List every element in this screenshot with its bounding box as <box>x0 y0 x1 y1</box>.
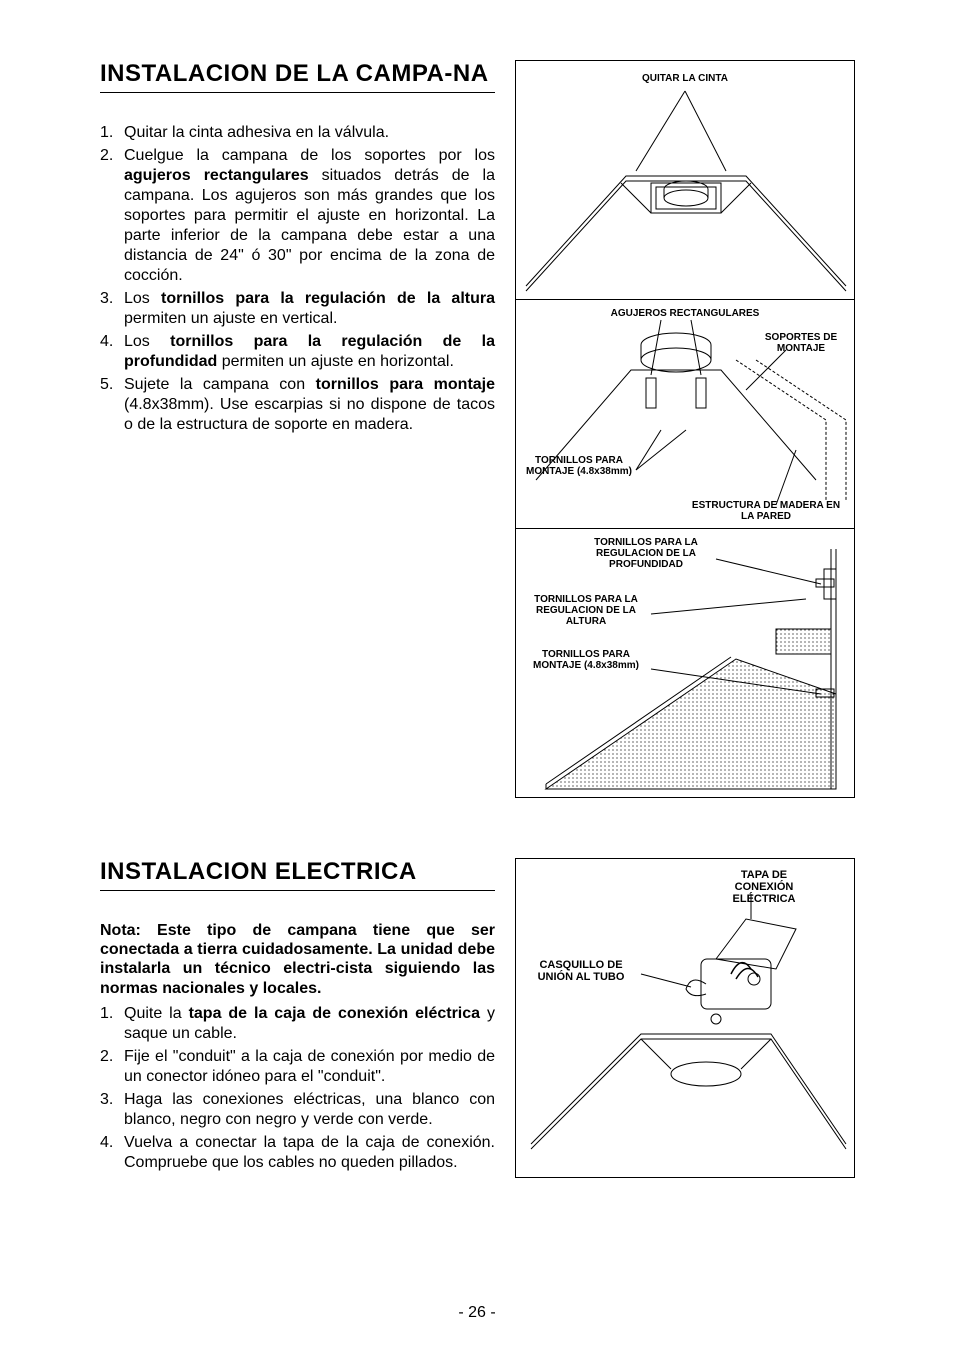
list-item: Los tornillos para la regulación de la a… <box>100 289 495 329</box>
diagram-label: TAPA DE CONEXIÓN ELÉCTRICA <box>714 869 814 905</box>
page-number: - 26 - <box>458 1304 495 1322</box>
list-item: Haga las conexiones eléctricas, una blan… <box>100 1090 495 1130</box>
section1-heading: INSTALACION DE LA CAMPA-NA <box>100 60 495 93</box>
section1-list: Quitar la cinta adhesiva en la válvula. … <box>100 123 495 435</box>
diagram-label: TORNILLOS PARA MONTAJE (4.8x38mm) <box>524 455 634 477</box>
diagram-label: ESTRUCTURA DE MADERA EN LA PARED <box>686 500 846 522</box>
hood-electric-icon <box>516 859 854 1177</box>
section2-text: INSTALACION ELECTRICA Nota: Este tipo de… <box>100 858 495 1178</box>
list-item: Quitar la cinta adhesiva en la válvula. <box>100 123 495 143</box>
diagram-electrica: TAPA DE CONEXIÓN ELÉCTRICA CASQUILLO DE … <box>515 858 855 1178</box>
diagram-quitar-cinta: QUITAR LA CINTA <box>515 60 855 300</box>
diagram-label: AGUJEROS RECTANGULARES <box>516 308 854 319</box>
section2-list: Quite la tapa de la caja de conexión elé… <box>100 1004 495 1173</box>
diagram-label: TORNILLOS PARA LA REGULACION DE LA ALTUR… <box>526 594 646 627</box>
list-item: Quite la tapa de la caja de conexión elé… <box>100 1004 495 1044</box>
diagram-agujeros: AGUJEROS RECTANGULARES SOPORTES DE MONTA… <box>515 299 855 529</box>
list-item: Fije el "conduit" a la caja de conexión … <box>100 1047 495 1087</box>
list-item: Los tornillos para la regulación de la p… <box>100 332 495 372</box>
diagram-label: TORNILLOS PARA MONTAJE (4.8x38mm) <box>526 649 646 671</box>
section2-heading: INSTALACION ELECTRICA <box>100 858 495 891</box>
section2-note: Nota: Este tipo de campana tiene que ser… <box>100 921 495 998</box>
diagram-label: TORNILLOS PARA LA REGULACION DE LA PROFU… <box>576 537 716 570</box>
diagram-tornillos: TORNILLOS PARA LA REGULACION DE LA PROFU… <box>515 528 855 798</box>
section2-diagram: TAPA DE CONEXIÓN ELÉCTRICA CASQUILLO DE … <box>515 858 855 1178</box>
list-item: Sujete la campana con tornillos para mon… <box>100 375 495 435</box>
section1-diagrams: QUITAR LA CINTA AGUJEROS RECTANGULARES S… <box>515 60 855 798</box>
diagram-label: QUITAR LA CINTA <box>516 73 854 84</box>
list-item: Vuelva a conectar la tapa de la caja de … <box>100 1133 495 1173</box>
diagram-label: SOPORTES DE MONTAJE <box>756 332 846 354</box>
diagram-label: CASQUILLO DE UNIÓN AL TUBO <box>526 959 636 983</box>
section1-text: INSTALACION DE LA CAMPA-NA Quitar la cin… <box>100 60 495 798</box>
list-item: Cuelgue la campana de los soportes por l… <box>100 146 495 286</box>
hood-top-icon <box>516 61 854 299</box>
